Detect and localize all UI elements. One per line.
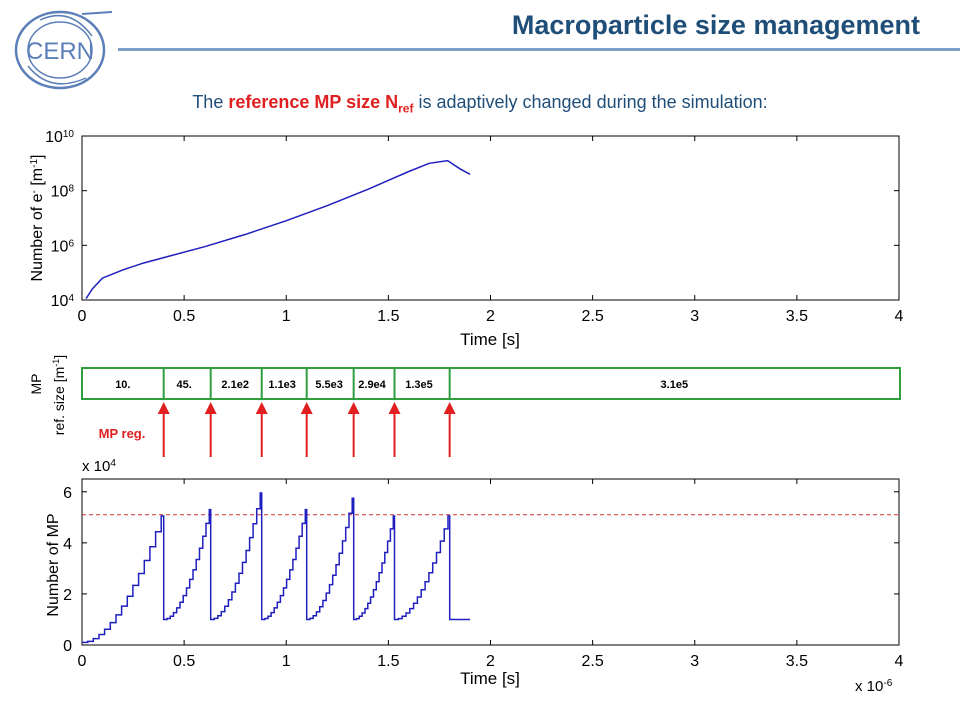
mp-y-tick-label: 0 — [63, 638, 72, 655]
ref-size-cell-label: 2.1e2 — [221, 379, 249, 391]
electron-series-line — [85, 159, 471, 300]
ref-size-y-label-line1: MP — [28, 374, 44, 395]
subtitle-pre: The — [192, 92, 229, 112]
mp-reg-label: MP reg. — [99, 426, 146, 441]
electron-x-label: Time [s] — [460, 330, 520, 349]
mp-x-tick-label: 0.5 — [173, 653, 195, 670]
mp-chart-frame — [81, 478, 900, 646]
mp-series-line — [82, 492, 471, 644]
mp-reg-arrow-head — [157, 402, 170, 414]
mp-reg-arrow-head — [443, 402, 456, 414]
mp-y-tick-label: 4 — [63, 536, 72, 553]
mp-ref-size-bar: 10. 45. 2.1e2 1.1e3 5.5e3 2.9e4 1.3e5 3.1e5 MP … — [28, 355, 901, 457]
ref-size-y-label-line2: ref. size [m-1] — [51, 355, 67, 435]
electron-x-tick-label: 4 — [895, 308, 904, 325]
electron-x-tick-label: 1 — [282, 308, 291, 325]
ref-size-cell-label: 10. — [115, 379, 130, 391]
mp-y-ticks: 0 2 4 6 — [63, 485, 899, 655]
mp-y-label: Number of MP — [45, 513, 62, 616]
mp-x-ticks: 0 0.5 1 1.5 2 2.5 3 3.5 4 — [78, 479, 904, 670]
ref-size-cell-label: 45. — [176, 379, 191, 391]
mp-x-tick-label: 4 — [895, 653, 904, 670]
electron-x-tick-label: 2 — [486, 308, 495, 325]
mp-x-tick-label: 0 — [78, 653, 87, 670]
mp-x-tick-label: 1 — [282, 653, 291, 670]
electron-x-tick-label: 1.5 — [377, 308, 399, 325]
ref-size-cell-label: 1.3e5 — [405, 379, 433, 391]
mp-reg-arrow-head — [255, 402, 268, 414]
ref-size-cell-label: 3.1e5 — [661, 379, 689, 391]
cern-logo: CERN — [14, 10, 113, 90]
ref-size-dividers — [162, 368, 451, 399]
electron-y-tick-label: 108 — [51, 183, 75, 201]
electron-x-tick-label: 3.5 — [786, 308, 808, 325]
mp-reg-arrow-head — [347, 402, 360, 414]
electron-chart: 104 106 108 1010 0 0.5 1 1.5 2 2.5 3 3.5 4 Time [s]… — [29, 129, 904, 350]
mp-x-tick-label: 3.5 — [786, 653, 808, 670]
electron-y-label: Number of e- [m-1] — [29, 155, 47, 282]
mp-y-tick-label: 6 — [63, 485, 72, 502]
mp-reg-arrow-head — [204, 402, 217, 414]
ref-size-cell-label: 2.9e4 — [358, 379, 386, 391]
electron-x-tick-label: 3 — [690, 308, 699, 325]
electron-y-tick-label: 106 — [51, 238, 75, 256]
mp-reg-arrow-head — [388, 402, 401, 414]
mp-x-tick-label: 2 — [486, 653, 495, 670]
mp-x-tick-label: 3 — [690, 653, 699, 670]
ref-size-frame — [81, 367, 901, 400]
mp-count-chart: 0 2 4 6 0 0.5 1 1.5 2 2.5 3 3.5 4 x 104 x 10-6 Time… — [45, 458, 904, 696]
mp-reg-arrow-head — [300, 402, 313, 414]
electron-y-tick-label: 104 — [51, 293, 75, 311]
electron-x-ticks: 0 0.5 1 1.5 2 2.5 3 3.5 4 — [78, 136, 904, 325]
mp-x-tick-label: 2.5 — [582, 653, 604, 670]
electron-y-tick-label: 1010 — [45, 129, 74, 147]
electron-x-tick-label: 2.5 — [582, 308, 604, 325]
slide-subtitle: The reference MP size Nref is adaptively… — [0, 92, 960, 116]
cern-logo-text: CERN — [26, 38, 94, 65]
electron-x-tick-label: 0.5 — [173, 308, 195, 325]
subtitle-post: is adaptively changed during the simulat… — [413, 92, 768, 112]
y-multiplier: x 104 — [82, 458, 116, 476]
slide-title: Macroparticle size management — [511, 10, 920, 40]
electron-chart-frame — [81, 135, 900, 301]
mp-x-tick-label: 1.5 — [377, 653, 399, 670]
electron-y-ticks: 104 106 108 1010 — [45, 129, 899, 311]
mp-reg-arrows — [157, 402, 456, 457]
ref-size-cell-label: 1.1e3 — [268, 379, 296, 391]
mp-x-label: Time [s] — [460, 669, 520, 688]
electron-x-tick-label: 0 — [78, 308, 87, 325]
ref-size-labels: 10. 45. 2.1e2 1.1e3 5.5e3 2.9e4 1.3e5 3.1e5 — [115, 379, 688, 391]
mp-y-tick-label: 2 — [63, 587, 72, 604]
ref-size-cell-label: 5.5e3 — [315, 379, 343, 391]
title-divider — [118, 48, 960, 51]
subtitle-highlight: reference MP size Nref — [228, 92, 414, 116]
x-multiplier: x 10-6 — [855, 678, 893, 696]
